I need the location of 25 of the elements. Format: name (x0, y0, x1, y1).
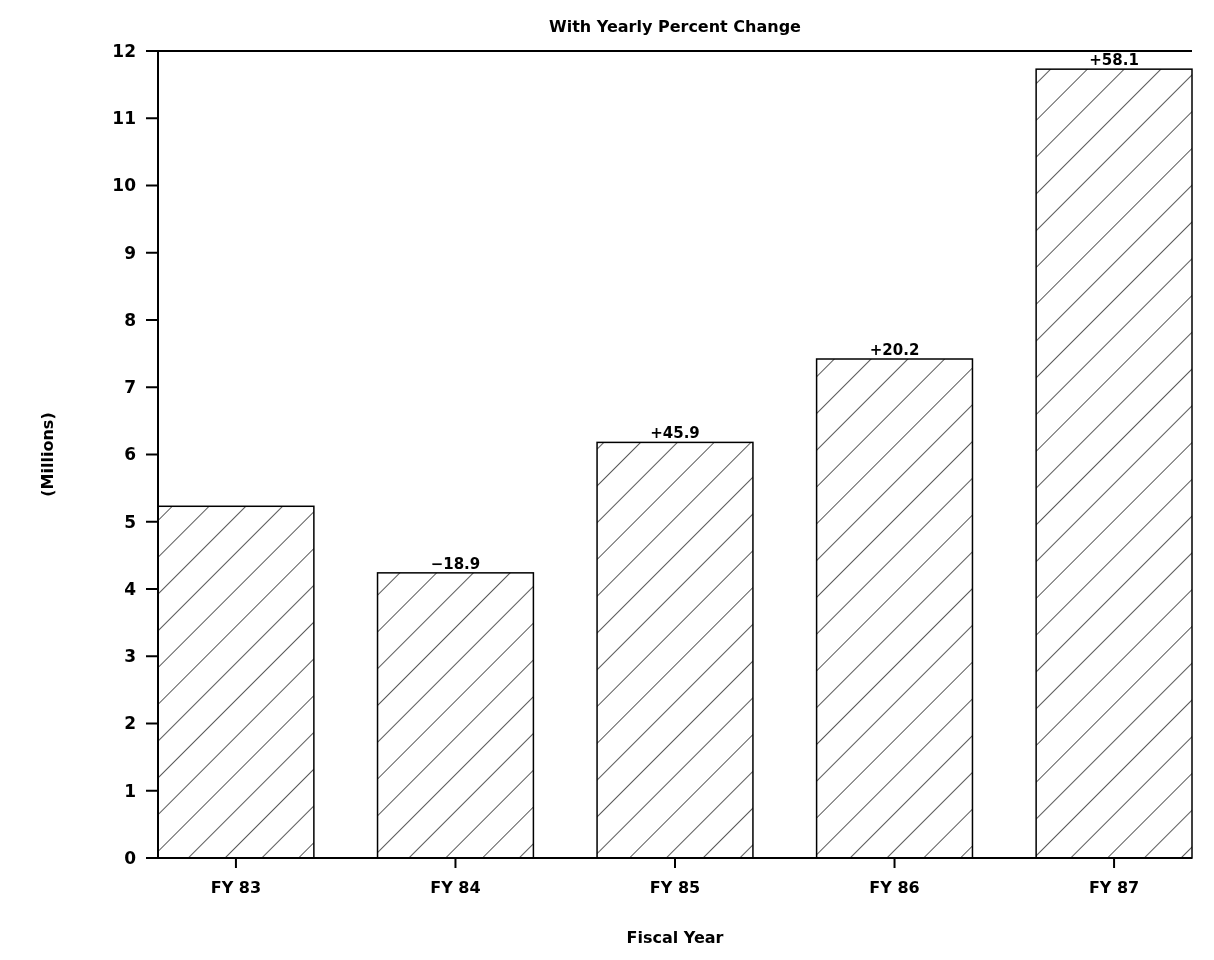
y-tick-label: 8 (124, 309, 136, 330)
y-tick-label: 3 (124, 646, 136, 667)
y-tick-label: 2 (124, 713, 136, 734)
y-tick-label: 4 (124, 578, 137, 599)
y-tick-label: 5 (124, 511, 136, 532)
chart-title: With Yearly Percent Change (549, 17, 802, 36)
y-tick-label: 6 (124, 444, 136, 465)
x-tick-label: FY 83 (210, 878, 262, 897)
y-tick-label: 1 (124, 780, 136, 801)
y-tick-label: 10 (112, 175, 137, 196)
annotation: +58.1 (1089, 51, 1139, 70)
x-tick-label: FY 85 (649, 878, 701, 897)
annotation: +45.9 (650, 424, 700, 443)
y-tick-label: 7 (124, 377, 136, 398)
y-tick-label: 0 (124, 847, 137, 868)
x-tick-label: FY 86 (869, 878, 920, 897)
y-axis-title: (Millions) (38, 412, 57, 497)
annotation: +20.2 (869, 341, 920, 360)
x-tick-label: FY 87 (1088, 878, 1140, 897)
y-tick-label: 11 (112, 108, 136, 129)
x-tick-label: FY 84 (430, 878, 481, 897)
annotation: −18.9 (430, 554, 481, 573)
y-tick-label: 12 (112, 40, 136, 61)
y-tick-label: 9 (124, 242, 136, 263)
x-axis-title: Fiscal Year (626, 928, 724, 947)
